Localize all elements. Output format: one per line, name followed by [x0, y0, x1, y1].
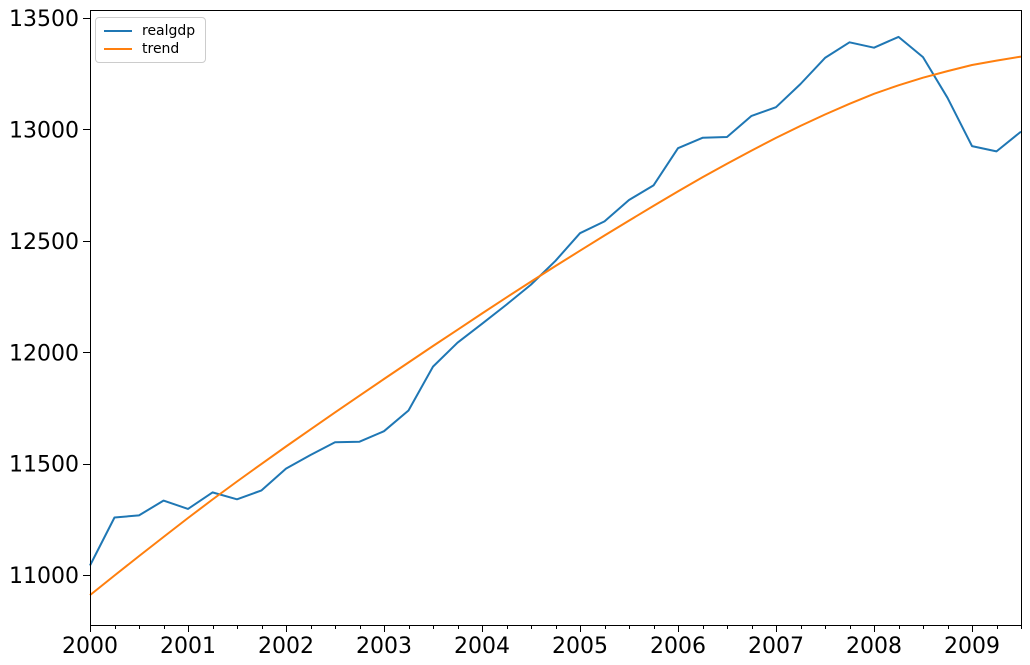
x-tick-label: 2003 — [356, 634, 412, 659]
x-tick-label: 2000 — [62, 634, 118, 659]
legend-label: realgdp — [142, 23, 196, 39]
x-tick-label: 2009 — [944, 634, 1000, 659]
y-tick-label: 11000 — [9, 564, 79, 589]
x-tick-label: 2004 — [454, 634, 510, 659]
x-tick-label: 2006 — [650, 634, 706, 659]
realgdp-line — [89, 35, 1022, 566]
y-tick-label: 12500 — [9, 230, 79, 255]
x-axis-tick-labels: 2000 2001 2002 2003 2004 2005 2006 2007 2008 2009 — [62, 634, 1000, 659]
axes-frame — [90, 10, 1022, 626]
legend-entry: trend — [104, 41, 195, 57]
x-tick-label: 2007 — [748, 634, 804, 659]
x-axis-ticks — [90, 625, 1022, 632]
y-axis-tick-labels: 11000 11500 12000 12500 13000 13500 — [9, 7, 79, 589]
legend: realgdp trend — [95, 17, 207, 63]
y-tick-label: 13500 — [9, 7, 79, 32]
x-tick-label: 2005 — [552, 634, 608, 659]
x-tick-label: 2008 — [846, 634, 902, 659]
legend-line-swatch — [104, 47, 132, 51]
y-tick-label: 13000 — [9, 118, 79, 143]
plot-border — [90, 10, 1022, 626]
legend-line-swatch — [104, 29, 132, 33]
y-tick-label: 12000 — [9, 341, 79, 366]
series-lines — [89, 35, 1022, 596]
trend-line — [89, 55, 1022, 596]
y-tick-label: 11500 — [9, 453, 79, 478]
y-axis-ticks — [83, 18, 90, 576]
legend-entry: realgdp — [104, 23, 195, 39]
legend-label: trend — [142, 41, 180, 57]
x-tick-label: 2002 — [258, 634, 314, 659]
x-tick-label: 2001 — [160, 634, 216, 659]
